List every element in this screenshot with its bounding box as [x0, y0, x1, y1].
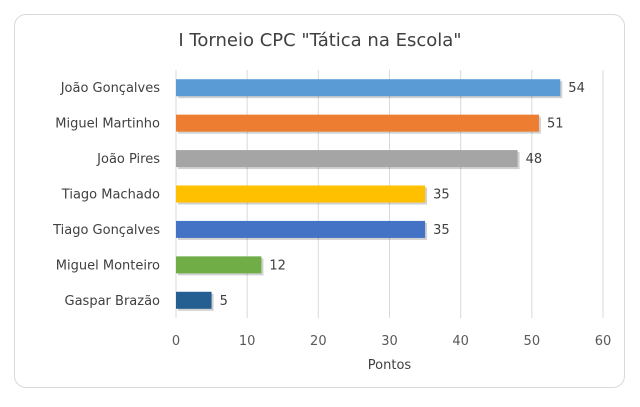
value-label-3: 35: [433, 188, 450, 203]
category-label-6: Gaspar Brazão: [65, 294, 161, 309]
bar-6: [176, 291, 212, 309]
bar-5: [176, 256, 262, 274]
x-axis-title: Pontos: [368, 358, 412, 373]
value-label-5: 12: [269, 258, 286, 273]
x-tick-label-0: 0: [172, 334, 180, 349]
x-tick-label-3: 30: [381, 334, 398, 349]
value-label-1: 51: [547, 117, 564, 132]
value-label-0: 54: [568, 81, 585, 96]
category-label-5: Miguel Monteiro: [56, 258, 160, 273]
x-tick-label-1: 10: [239, 334, 256, 349]
category-label-1: Miguel Martinho: [55, 117, 160, 132]
value-label-4: 35: [433, 223, 450, 238]
bar-1: [176, 114, 539, 132]
x-tick-label-5: 50: [524, 334, 541, 349]
chart-title: I Torneio CPC "Tática na Escola": [178, 30, 462, 51]
category-label-3: Tiago Machado: [61, 188, 160, 203]
value-label-2: 48: [526, 152, 543, 167]
bar-3: [176, 185, 426, 203]
x-tick-label-4: 40: [452, 334, 469, 349]
x-tick-label-6: 60: [595, 334, 612, 349]
bar-4: [176, 220, 426, 238]
value-label-6: 5: [220, 294, 228, 309]
category-label-0: João Gonçalves: [60, 81, 161, 96]
bar-0: [176, 79, 561, 97]
x-tick-label-2: 20: [310, 334, 327, 349]
category-label-2: João Pires: [96, 152, 160, 167]
category-label-4: Tiago Gonçalves: [52, 223, 160, 238]
bar-2: [176, 150, 518, 168]
